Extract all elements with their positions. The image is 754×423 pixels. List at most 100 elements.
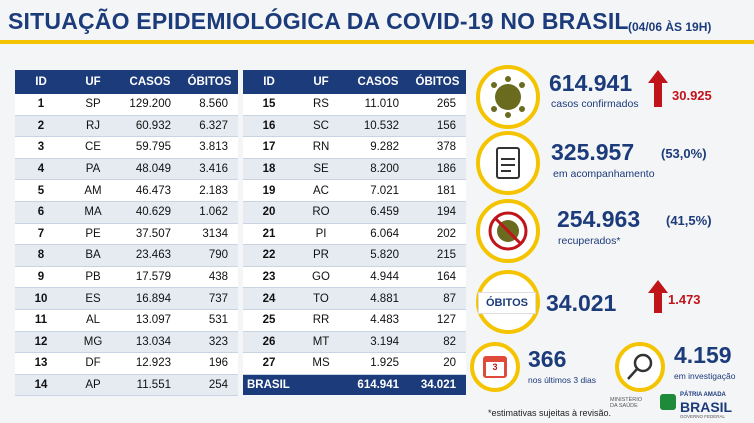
- cell: 46.473: [119, 179, 181, 202]
- total-cell: 614.941: [347, 374, 409, 396]
- cell: 13: [15, 352, 67, 375]
- cell: 11: [15, 309, 67, 332]
- deaths-delta: 1.473: [668, 292, 701, 307]
- cell: 15: [243, 94, 295, 116]
- cell: 378: [409, 136, 466, 159]
- row: 15 RS 11.010 265: [243, 94, 466, 116]
- cell: 26: [243, 331, 295, 354]
- cell: 18: [243, 158, 295, 181]
- column-header: ID: [243, 70, 295, 94]
- logo-line1: PÁTRIA AMADA: [680, 392, 726, 398]
- cell: 6.327: [181, 115, 238, 138]
- cell: 23: [243, 266, 295, 289]
- cell: 3.416: [181, 158, 238, 181]
- cell: 6.064: [347, 223, 409, 246]
- cell: 24: [243, 287, 295, 310]
- cell: SE: [295, 158, 347, 181]
- cell: 202: [409, 223, 466, 246]
- title-underline: [0, 40, 754, 44]
- cell: PB: [67, 266, 119, 289]
- total-cell: 34.021: [409, 374, 466, 396]
- cell: 59.795: [119, 136, 181, 159]
- cell: 186: [409, 158, 466, 181]
- cell: 265: [409, 94, 466, 116]
- cell: PA: [67, 158, 119, 181]
- cell: 129.200: [119, 94, 181, 116]
- footnote: *estimativas sujeitas à revisão.: [488, 408, 612, 418]
- cell: SC: [295, 115, 347, 138]
- cell: 40.629: [119, 201, 181, 224]
- recovered-label: recuperados*: [558, 235, 621, 247]
- cell: 23.463: [119, 244, 181, 267]
- cell: TO: [295, 287, 347, 310]
- cell: 531: [181, 309, 238, 332]
- cell: ES: [67, 287, 119, 310]
- cell: MG: [67, 331, 119, 354]
- calendar-icon: [483, 356, 507, 378]
- virus-icon: [491, 76, 525, 118]
- cell: 20: [409, 352, 466, 375]
- cell: 87: [409, 287, 466, 310]
- cell: 127: [409, 309, 466, 332]
- cell: 215: [409, 244, 466, 267]
- logo-line3: GOVERNO FEDERAL: [680, 414, 726, 419]
- no-virus-icon: [488, 211, 528, 251]
- cell: 17: [243, 136, 295, 159]
- cell: 3134: [181, 223, 238, 246]
- cell: 22: [243, 244, 295, 267]
- column-header: CASOS: [347, 70, 409, 94]
- column-header: ÓBITOS: [181, 70, 238, 94]
- investigation-label: em investigação: [674, 371, 736, 381]
- cell: 10.532: [347, 115, 409, 138]
- cell: 196: [181, 352, 238, 375]
- confirmed-label: casos confirmados: [551, 98, 639, 110]
- icons: [470, 65, 668, 392]
- cell: 438: [181, 266, 238, 289]
- cell: 2: [15, 115, 67, 138]
- column-header: ID: [15, 70, 67, 94]
- magnifier-icon: [627, 353, 653, 380]
- table-left: ID UF CASOS ÓBITOS 1 SP 129.200 8.560 2 RJ 60.932 6…: [15, 70, 238, 397]
- recent-label: nos últimos 3 dias: [528, 375, 597, 385]
- cell: RR: [295, 309, 347, 332]
- cell: CE: [67, 136, 119, 159]
- row: 7 PE 37.507 3134: [15, 223, 238, 246]
- cell: 9: [15, 266, 67, 289]
- cell: 2.183: [181, 179, 238, 202]
- cell: RO: [295, 201, 347, 224]
- cell: 19: [243, 179, 295, 202]
- monitoring-label: em acompanhamento: [553, 168, 655, 180]
- cell: 156: [409, 115, 466, 138]
- cell: 8: [15, 244, 67, 267]
- row: 11 AL 13.097 531: [15, 309, 238, 332]
- logo-line2: BRASIL: [680, 399, 733, 415]
- cell: AP: [67, 374, 119, 397]
- row: 3 CE 59.795 3.813: [15, 136, 238, 159]
- cell: 3.194: [347, 331, 409, 354]
- cell: RS: [295, 94, 347, 116]
- column-header: UF: [295, 70, 347, 94]
- cell: 164: [409, 266, 466, 289]
- row: 20 RO 6.459 194: [243, 201, 466, 224]
- row: 23 GO 4.944 164: [243, 266, 466, 289]
- cell: RN: [295, 136, 347, 159]
- cell: AL: [67, 309, 119, 332]
- cell: 13.097: [119, 309, 181, 332]
- cell: 37.507: [119, 223, 181, 246]
- cell: 9.282: [347, 136, 409, 159]
- confirmed-delta: 30.925: [672, 88, 712, 103]
- date: (04/06 ÀS 19H): [628, 20, 712, 34]
- row: 8 BA 23.463 790: [15, 244, 238, 267]
- cell: 3.813: [181, 136, 238, 159]
- cell: 13.034: [119, 331, 181, 354]
- confirmed-value: 614.941: [549, 70, 633, 96]
- cell: AC: [295, 179, 347, 202]
- row: 5 AM 46.473 2.183: [15, 179, 238, 202]
- row: 27 MS 1.925 20: [243, 352, 466, 375]
- cell: RJ: [67, 115, 119, 138]
- cell: 16: [243, 115, 295, 138]
- row: 14 AP 11.551 254: [15, 374, 238, 397]
- row: 22 PR 5.820 215: [243, 244, 466, 267]
- row: 9 PB 17.579 438: [15, 266, 238, 289]
- deaths-value: 34.021: [546, 290, 617, 316]
